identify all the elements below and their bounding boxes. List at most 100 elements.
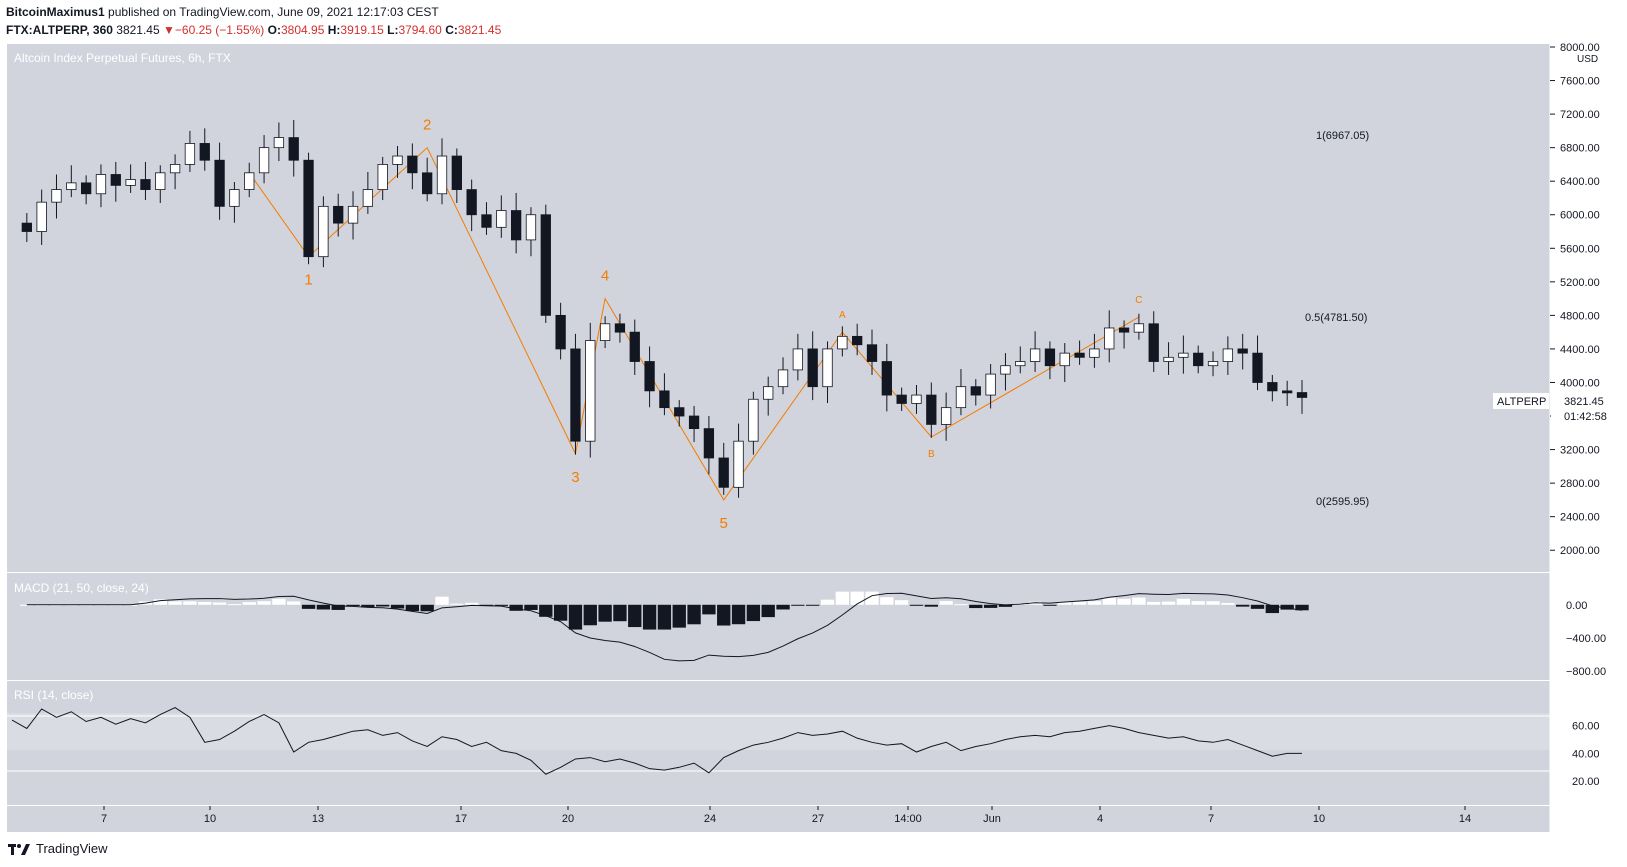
macd-bar (568, 604, 583, 630)
time-tick-label: 27 (812, 813, 824, 825)
open-label: O: (267, 23, 281, 37)
macd-bar (583, 604, 597, 626)
low-label: L: (387, 23, 399, 37)
macd-bar (1028, 601, 1042, 605)
candle-body (1207, 361, 1219, 367)
macd-bar (894, 600, 909, 605)
price-pane[interactable] (7, 44, 1550, 572)
candle-body (407, 155, 418, 174)
macd-bar (361, 604, 375, 608)
time-axis-bg (7, 806, 1550, 832)
candle-body (377, 164, 388, 190)
price-axis[interactable]: 8000.00 7600.00 7200.00 6800.00 6400.00 6000.… (1550, 42, 1600, 557)
author-name[interactable]: BitcoinMaximus1 (6, 5, 105, 19)
rsi-tick-label: 60.00 (1572, 721, 1600, 733)
candle-body (525, 214, 537, 241)
macd-bar (168, 601, 182, 605)
candle-body (125, 179, 136, 186)
rsi-tick-label: 40.00 (1572, 748, 1600, 760)
macd-histogram (20, 591, 1309, 630)
price-tick-label: 4000.00 (1560, 377, 1600, 389)
candle-body (214, 159, 225, 207)
candle-body (792, 348, 804, 371)
macd-bar (153, 599, 167, 605)
macd-tick-label: −400.00 (1566, 633, 1606, 645)
candle-body (1148, 323, 1159, 362)
macd-bar (1280, 604, 1294, 610)
symbol-tag[interactable]: ALTPERP (1497, 396, 1546, 408)
candle-body (688, 415, 700, 430)
macd-bar (183, 601, 197, 605)
wave-label-2: 2 (423, 117, 431, 134)
price-tick-label: 8000.00 (1560, 42, 1600, 54)
candle-body (36, 201, 47, 232)
close-value: 3821.45 (457, 23, 502, 37)
candle-body (540, 214, 551, 316)
macd-tick-label: −800.00 (1566, 666, 1606, 678)
candle-body (140, 179, 151, 190)
tradingview-logo[interactable]: TradingView (8, 841, 108, 856)
price-tick-label: 5200.00 (1560, 277, 1600, 289)
candle-body (659, 390, 670, 409)
price-tick-label: 2000.00 (1560, 545, 1600, 557)
candle-body (881, 361, 892, 396)
macd-bar (1072, 601, 1087, 605)
macd-bar (791, 604, 805, 606)
candle-body (184, 143, 196, 165)
candle-body (555, 314, 566, 350)
candle-body (629, 331, 640, 362)
countdown-tag: 01:42:58 (1564, 411, 1607, 423)
price-tick-label: 2800.00 (1560, 478, 1600, 490)
candle-body (599, 323, 611, 341)
macd-tick-label: 0.00 (1566, 600, 1587, 612)
macd-bar (1058, 601, 1072, 605)
macd-bar (1102, 597, 1116, 605)
macd-bar (1206, 601, 1220, 605)
price-change: −60.25 (−1.55%) (174, 23, 265, 37)
high-label: H: (327, 23, 341, 37)
candle-body (1252, 352, 1263, 383)
macd-bar (613, 604, 627, 622)
macd-bar (1043, 604, 1057, 606)
candle-body (1059, 352, 1070, 367)
candle-body (466, 189, 477, 216)
symbol-label[interactable]: FTX:ALTPERP, 360 (6, 23, 113, 37)
publish-info: BitcoinMaximus1 published on TradingView… (6, 5, 439, 19)
macd-bar (924, 604, 938, 607)
candle-body (229, 189, 240, 207)
macd-bar (435, 596, 449, 605)
candle-body (703, 428, 715, 459)
candle-body (570, 348, 581, 442)
macd-bar (257, 601, 271, 605)
candle-body (510, 210, 522, 241)
macd-bar (642, 604, 657, 630)
candlestick-series (21, 119, 1308, 498)
price-tick-label: 2400.00 (1560, 512, 1600, 524)
macd-bar (880, 597, 894, 605)
time-tick-label: 20 (562, 813, 574, 825)
candle-body (333, 205, 344, 224)
candle-body (852, 335, 863, 346)
time-tick-label: 14 (1459, 813, 1471, 825)
time-axis[interactable]: 7 10 13 17 20 24 27 14:00 Jun 4 7 10 14 (101, 806, 1471, 825)
candle-body (837, 335, 848, 350)
macd-bar (820, 599, 835, 605)
tradingview-logo-icon (8, 842, 30, 856)
candle-body (1118, 327, 1130, 333)
price-tick-label: 5600.00 (1560, 243, 1600, 255)
macd-pane[interactable] (7, 573, 1550, 680)
tradingview-brand: TradingView (36, 841, 108, 856)
candle-body (347, 205, 359, 224)
candle-body (1044, 348, 1056, 367)
candle-body (80, 182, 92, 195)
candle-body (66, 182, 77, 190)
candle-body (318, 205, 329, 258)
currency-label: USD (1577, 54, 1598, 65)
price-tick-label: 4800.00 (1560, 310, 1600, 322)
open-value: 3804.95 (280, 23, 325, 37)
macd-bar (287, 601, 301, 605)
candle-body (1282, 390, 1293, 394)
price-tag: 3821.45 (1564, 396, 1604, 408)
macd-bar (524, 604, 538, 610)
